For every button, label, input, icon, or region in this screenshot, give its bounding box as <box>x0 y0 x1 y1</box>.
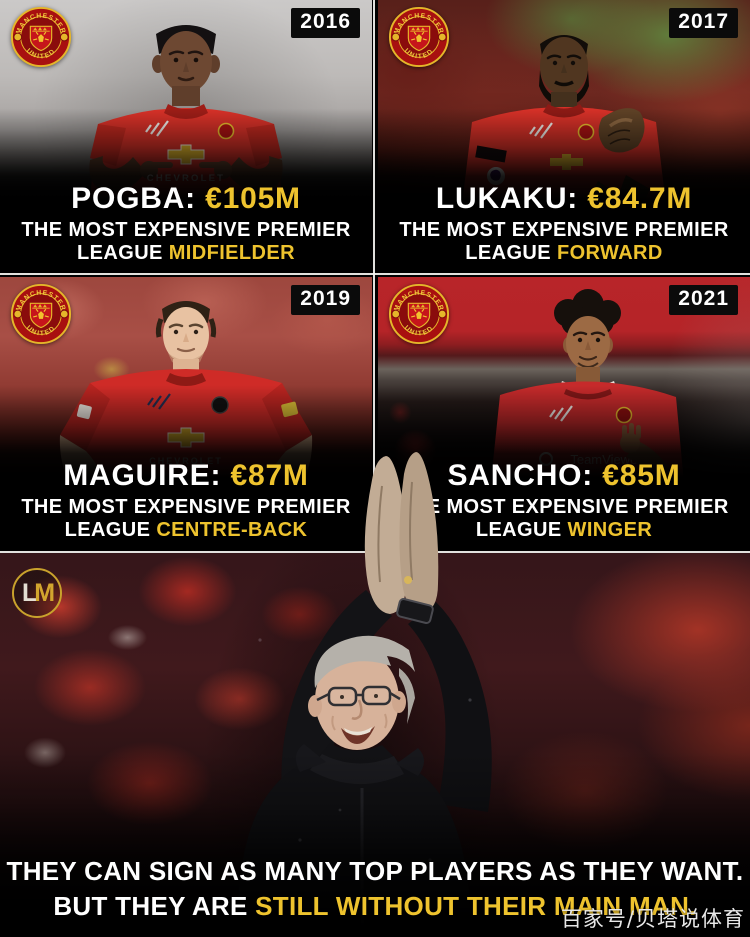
caption: MAGUIRE: €87M THE MOST EXPENSIVE PREMIER… <box>0 459 372 541</box>
caption: POGBA: €105M THE MOST EXPENSIVE PREMIER … <box>0 182 372 264</box>
year-badge: 2019 <box>291 285 360 315</box>
transfer-fee: €105M <box>205 181 301 215</box>
desc-league: LEAGUE <box>64 518 151 541</box>
desc-league: LEAGUE <box>475 518 562 541</box>
headline: LUKAKU: €84.7M <box>378 182 750 216</box>
desc-role: WINGER <box>567 518 653 541</box>
headline: SANCHO: €85M <box>378 459 750 493</box>
footer-line1: THEY CAN SIGN AS MANY TOP PLAYERS AS THE… <box>6 855 744 886</box>
manchester-united-crest <box>10 6 72 68</box>
desc-line2: LEAGUE CENTRE-BACK <box>0 519 372 541</box>
desc-line1: THE MOST EXPENSIVE PREMIER <box>399 496 729 519</box>
panel-pogba: CHEVROLET 2016 POGBA: €105M THE MOST EXP… <box>0 0 372 271</box>
manchester-united-crest <box>388 283 450 345</box>
desc-line2: LEAGUE FORWARD <box>378 242 750 264</box>
year-badge: 2016 <box>291 8 360 38</box>
divider-horizontal-2 <box>0 551 750 553</box>
desc-line2: LEAGUE MIDFIELDER <box>0 242 372 264</box>
divider-horizontal-1 <box>0 273 750 275</box>
lm-logo-letter-l: L <box>21 578 37 607</box>
panel-lukaku: 2017 LUKAKU: €84.7M THE MOST EXPENSIVE P… <box>378 0 750 271</box>
desc-line1: THE MOST EXPENSIVE PREMIER <box>21 496 351 519</box>
manchester-united-crest <box>10 283 72 345</box>
player-name: POGBA: <box>71 181 196 215</box>
desc-line2: LEAGUE WINGER <box>378 519 750 541</box>
lm-logo-letter-m: M <box>34 578 55 607</box>
desc-league: LEAGUE <box>77 241 163 264</box>
desc-line1: THE MOST EXPENSIVE PREMIER <box>21 219 351 242</box>
desc-line1: THE MOST EXPENSIVE PREMIER <box>399 219 729 242</box>
panel-sancho: TeamViewer 2021 SANCHO: €85M THE MOST EX… <box>378 277 750 548</box>
caption: SANCHO: €85M THE MOST EXPENSIVE PREMIER … <box>378 459 750 541</box>
desc-role: MIDFIELDER <box>168 241 295 264</box>
manchester-united-crest <box>388 6 450 68</box>
player-name: SANCHO: <box>447 458 594 492</box>
transfer-fee: €87M <box>230 458 309 492</box>
transfer-fee: €85M <box>602 458 681 492</box>
desc-league: LEAGUE <box>465 241 551 264</box>
caption: LUKAKU: €84.7M THE MOST EXPENSIVE PREMIE… <box>378 182 750 264</box>
year-badge: 2021 <box>669 285 738 315</box>
headline: MAGUIRE: €87M <box>0 459 372 493</box>
transfer-fee: €84.7M <box>587 181 693 215</box>
watermark: 百家号/贝塔说体育 <box>560 907 745 931</box>
desc-role: CENTRE-BACK <box>156 518 308 541</box>
desc-role: FORWARD <box>556 241 663 264</box>
year-badge: 2017 <box>669 8 738 38</box>
player-name: LUKAKU: <box>435 181 579 215</box>
headline: POGBA: €105M <box>0 182 372 216</box>
divider-vertical <box>373 0 375 551</box>
panel-maguire: CHEVROLET 2019 MAGUIRE: €87M THE MOST EX… <box>0 277 372 548</box>
player-name: MAGUIRE: <box>63 458 222 492</box>
footer-line2-prefix: BUT THEY ARE <box>53 890 248 921</box>
